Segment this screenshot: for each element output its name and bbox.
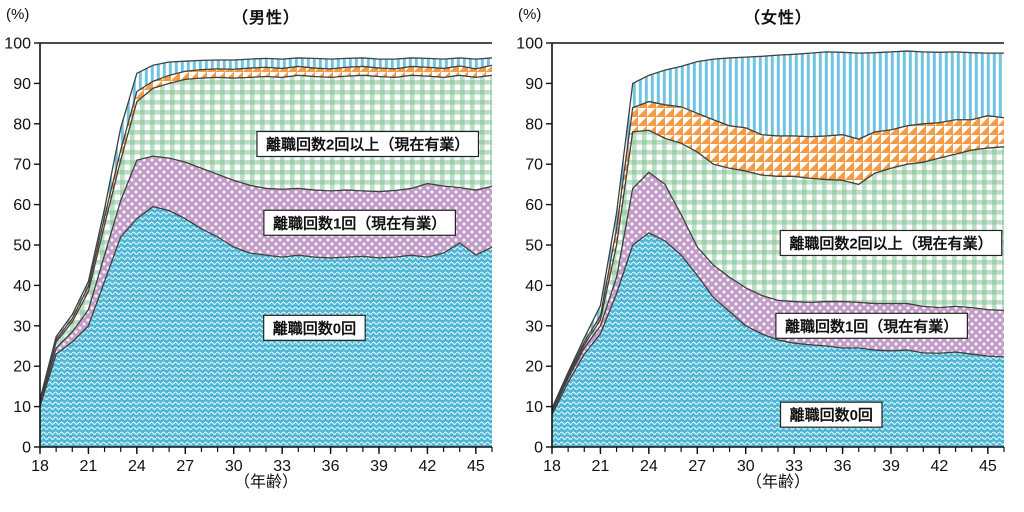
y-tick-label: 80 bbox=[525, 116, 543, 133]
annotations: 離職回数2回以上（現在有業） 離職回数1回（現在有業） 離職回数0回 bbox=[775, 229, 1003, 428]
y-ticks: 0 10 20 30 40 50 60 70 80 90 100 bbox=[4, 36, 40, 457]
annotation-label: 離職回数0回 bbox=[273, 319, 356, 337]
line-band-orange bbox=[551, 100, 1005, 410]
annotations: 離職回数2回以上（現在有業） 離職回数1回（現在有業） 離職回数0回 bbox=[256, 130, 480, 341]
annotation-label: 離職回数1回（現在有業） bbox=[273, 214, 446, 232]
x-axis-label-male: （年齢） bbox=[233, 474, 298, 491]
x-tick-label: 27 bbox=[176, 458, 194, 475]
boundary-lines bbox=[551, 50, 1005, 415]
y-tick-label: 90 bbox=[13, 76, 31, 93]
y-tick-label: 90 bbox=[525, 76, 543, 93]
x-tick-label: 39 bbox=[882, 458, 900, 475]
chart-panel-male: 0 10 20 30 40 50 60 70 80 90 100 18 21 24 27 30 33 36 39 42… bbox=[4, 6, 493, 491]
y-tick-label: 50 bbox=[525, 238, 543, 255]
x-tick-label: 45 bbox=[467, 458, 485, 475]
x-tick-label: 42 bbox=[419, 458, 437, 475]
y-tick-label: 100 bbox=[516, 36, 543, 53]
x-tick-label: 36 bbox=[834, 458, 852, 475]
line-rishoku-2plus bbox=[551, 129, 1005, 411]
annotation-label: 離職回数2回以上（現在有業） bbox=[789, 234, 992, 252]
y-tick-label: 30 bbox=[13, 318, 31, 335]
y-tick-label: 70 bbox=[525, 157, 543, 174]
x-tick-label: 18 bbox=[31, 458, 49, 475]
y-tick-label: 100 bbox=[4, 36, 31, 53]
x-tick-label: 18 bbox=[543, 458, 561, 475]
chart-panel-female: 0 10 20 30 40 50 60 70 80 90 100 18 21 24 27 30 33 36 39 42… bbox=[512, 0, 1024, 512]
x-tick-label: 33 bbox=[785, 458, 803, 475]
x-tick-label: 27 bbox=[688, 458, 706, 475]
y-tick-label: 70 bbox=[13, 157, 31, 174]
annotation-label: 離職回数1回（現在有業） bbox=[785, 317, 958, 335]
annotation-box bbox=[775, 312, 968, 339]
y-tick-label: 10 bbox=[13, 399, 31, 416]
y-tick-label: 0 bbox=[534, 440, 543, 457]
line-rishoku-0 bbox=[39, 205, 493, 407]
area-layers bbox=[40, 57, 492, 448]
x-tick-label: 21 bbox=[80, 458, 98, 475]
chart-title-male: （男性） bbox=[231, 10, 300, 27]
x-tick-label: 24 bbox=[640, 458, 658, 475]
x-axis-label-female: （年齢） bbox=[745, 474, 810, 491]
line-band-blue-stripe bbox=[551, 50, 1004, 409]
annotation-box bbox=[779, 229, 1003, 257]
x-ticks: 18 21 24 27 30 33 36 39 42 45 bbox=[31, 447, 493, 475]
y-axis-unit-female: (%) bbox=[518, 6, 542, 23]
y-tick-label: 30 bbox=[525, 318, 543, 335]
annotation-box bbox=[263, 314, 366, 341]
x-tick-label: 42 bbox=[931, 458, 949, 475]
x-tick-label: 39 bbox=[370, 458, 388, 475]
y-tick-label: 60 bbox=[525, 197, 543, 214]
x-tick-label: 36 bbox=[322, 458, 340, 475]
y-tick-label: 20 bbox=[525, 359, 543, 376]
y-ticks: 0 10 20 30 40 50 60 70 80 90 100 bbox=[516, 36, 552, 457]
annotation-label: 離職回数0回 bbox=[790, 406, 873, 424]
chart-title-female: （女性） bbox=[743, 10, 812, 27]
x-tick-label: 30 bbox=[225, 458, 243, 475]
line-rishoku-1 bbox=[39, 155, 493, 405]
line-rishoku-1 bbox=[551, 171, 1005, 413]
annotation-box bbox=[779, 401, 883, 428]
line-band-orange bbox=[39, 64, 493, 402]
x-tick-label: 24 bbox=[128, 458, 146, 475]
y-tick-label: 80 bbox=[13, 116, 31, 133]
line-rishoku-0 bbox=[551, 232, 1005, 415]
annotation-label: 離職回数2回以上（現在有業） bbox=[266, 136, 469, 154]
x-tick-label: 30 bbox=[737, 458, 755, 475]
y-tick-label: 60 bbox=[13, 197, 31, 214]
y-axis-unit-male: (%) bbox=[6, 6, 30, 23]
line-rishoku-2plus bbox=[39, 74, 493, 403]
y-tick-label: 20 bbox=[13, 359, 31, 376]
x-tick-label: 45 bbox=[979, 458, 997, 475]
line-band-blue-stripe bbox=[39, 57, 493, 400]
y-tick-label: 10 bbox=[525, 399, 543, 416]
x-tick-label: 21 bbox=[592, 458, 610, 475]
x-tick-label: 33 bbox=[273, 458, 291, 475]
y-tick-label: 50 bbox=[13, 238, 31, 255]
x-ticks: 18 21 24 27 30 33 36 39 42 45 bbox=[543, 447, 1005, 475]
annotation-box bbox=[256, 130, 480, 158]
y-tick-label: 0 bbox=[22, 440, 31, 457]
y-tick-label: 40 bbox=[525, 278, 543, 295]
annotation-box bbox=[263, 209, 456, 236]
chart-svg-male: 0 10 20 30 40 50 60 70 80 90 100 18 21 24 27 30 33 36 39 42… bbox=[4, 36, 493, 475]
boundary-lines bbox=[39, 57, 493, 407]
y-tick-label: 40 bbox=[13, 278, 31, 295]
chart-svg-female: 0 10 20 30 40 50 60 70 80 90 100 18 21 24 27 30 33 36 39 42… bbox=[516, 36, 1005, 475]
